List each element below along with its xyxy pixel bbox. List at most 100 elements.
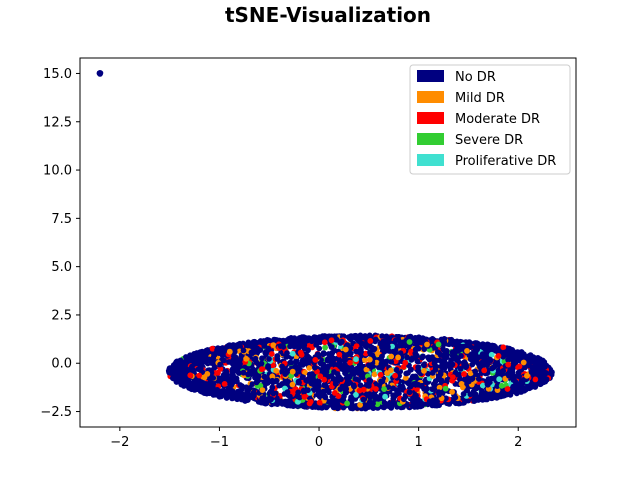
data-point [181,359,188,365]
data-point [214,387,221,393]
data-point [226,359,232,365]
data-point [379,343,386,350]
data-point [411,399,417,406]
data-point [288,359,294,366]
data-point [274,356,281,362]
data-point [412,373,419,380]
data-point [529,364,536,371]
data-point [195,359,202,366]
data-point [404,354,410,361]
data-point [450,350,457,357]
y-tick-label: 15.0 [43,67,72,82]
data-point [377,371,384,378]
x-tick-label: 1 [414,435,422,450]
data-point [282,371,289,377]
data-point [366,377,373,384]
data-point [344,351,351,358]
data-point [392,372,398,379]
data-point [318,360,324,367]
data-point [264,380,271,386]
data-point [212,391,218,398]
data-point [464,348,470,354]
data-point [357,382,364,389]
data-point [520,359,527,366]
data-point [300,339,307,345]
data-point [293,358,299,365]
data-point [442,351,449,358]
data-point [245,392,251,398]
data-point [196,372,203,379]
data-point [353,391,359,398]
data-point [284,350,290,356]
data-point [524,372,530,379]
data-point [348,394,354,401]
data-point [258,360,265,367]
data-point [444,377,451,383]
data-point [357,402,363,408]
data-point [320,350,327,356]
data-point [314,391,321,398]
data-point [443,395,449,402]
data-point [234,388,241,395]
data-point [306,365,313,371]
data-point [437,357,444,364]
data-point [313,342,320,348]
data-point [277,343,284,349]
data-point [336,351,343,358]
data-point [481,367,488,374]
data-point [537,356,543,362]
data-point [509,374,515,381]
data-point [534,380,541,387]
legend-label: Severe DR [455,133,523,148]
data-point [538,368,545,375]
data-point [505,352,512,359]
data-point [404,402,411,408]
outlier-point [97,71,103,77]
data-point [286,398,293,405]
data-point [353,343,360,349]
data-point [273,367,280,374]
data-point [171,361,178,368]
data-point [307,356,314,362]
data-point [382,393,388,400]
data-point [366,356,373,363]
data-point [398,340,405,347]
y-tick-label: 10.0 [43,164,72,179]
data-point [237,343,244,350]
data-point [215,369,221,376]
data-point [495,353,502,359]
data-point [317,373,324,380]
data-point [467,391,474,398]
data-point [265,345,272,352]
data-point [289,368,296,375]
data-point [341,362,348,369]
data-point [308,338,315,345]
data-point [374,401,381,408]
data-point [335,403,342,409]
data-point [380,358,387,365]
data-point [484,381,491,388]
data-point [269,377,276,384]
data-point [292,363,299,370]
y-tick-label: 0.0 [51,357,72,372]
data-point [381,386,387,392]
data-point [187,372,194,379]
data-point [360,396,367,403]
data-point [229,389,236,395]
data-point [549,369,555,376]
data-point [332,380,339,387]
legend: No DR Mild DR Moderate DR Severe DR Prolifer… [409,64,571,175]
data-point [421,386,427,392]
data-point [373,386,379,392]
data-point [233,361,240,367]
data-point [406,389,413,396]
data-point [216,375,223,382]
data-point [322,394,329,401]
data-point [381,400,388,406]
data-point [167,365,174,372]
data-point [358,348,364,355]
data-point [217,361,224,368]
data-point [457,376,463,382]
data-point [261,373,268,380]
